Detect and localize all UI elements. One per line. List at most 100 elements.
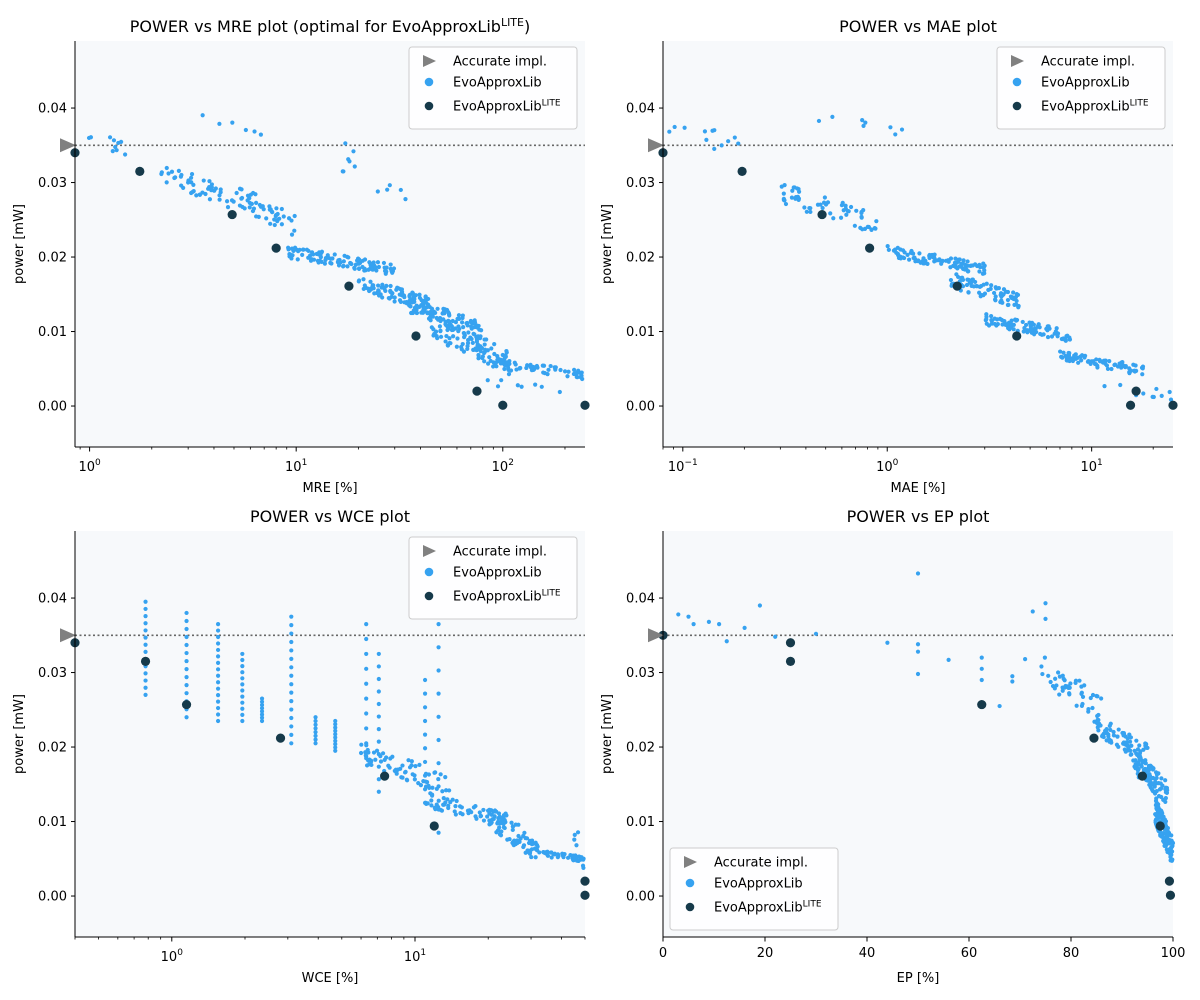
evo-point xyxy=(1154,796,1159,801)
x-tick-label: 40 xyxy=(859,946,876,961)
evo-point xyxy=(380,282,385,287)
evo-point xyxy=(111,138,117,143)
evo-point xyxy=(476,356,481,361)
evo-point xyxy=(240,688,245,693)
evo-point xyxy=(186,178,191,183)
evo-point xyxy=(489,346,494,351)
evo-point xyxy=(1014,298,1019,304)
evo-point xyxy=(333,722,338,727)
evo-point xyxy=(257,202,262,208)
lite-point xyxy=(275,733,286,743)
evo-point xyxy=(200,113,205,118)
evo-point xyxy=(309,257,314,262)
evo-point xyxy=(201,178,206,183)
evo-point xyxy=(915,571,921,576)
evo-point xyxy=(482,337,487,342)
evo-point xyxy=(376,714,381,719)
evo-point xyxy=(937,257,942,262)
evo-point xyxy=(318,255,323,260)
evo-point xyxy=(486,361,491,366)
evo-point xyxy=(1108,727,1113,733)
evo-point xyxy=(1074,703,1079,708)
x-tick-label: 0 xyxy=(659,946,667,961)
evo-point xyxy=(580,857,585,862)
evo-point xyxy=(1133,758,1138,763)
evo-point xyxy=(289,724,294,729)
evo-point xyxy=(107,135,113,140)
evo-point xyxy=(1088,695,1093,701)
evo-point xyxy=(959,261,964,266)
evo-point xyxy=(268,221,273,226)
evo-point xyxy=(454,344,459,349)
evo-point xyxy=(364,636,369,642)
evo-point xyxy=(240,676,245,681)
evo-point xyxy=(1063,353,1068,359)
evo-point xyxy=(258,132,264,137)
evo-point xyxy=(1102,384,1107,389)
evo-point xyxy=(757,603,763,608)
evo-point xyxy=(143,606,148,612)
evo-point xyxy=(143,678,148,683)
lite-point xyxy=(977,699,987,710)
evo-point xyxy=(215,699,221,704)
evo-point xyxy=(409,759,414,764)
legend-accurate-marker xyxy=(423,55,436,67)
evo-point xyxy=(1012,302,1017,307)
legend-accurate-marker xyxy=(423,545,436,557)
evo-point xyxy=(436,668,441,673)
points-layer xyxy=(663,114,1174,402)
evo-point xyxy=(1090,692,1096,698)
evo-point xyxy=(447,788,452,793)
evo-point xyxy=(426,772,432,777)
evo-point xyxy=(732,135,737,140)
evo-point xyxy=(1168,397,1174,402)
x-tick-label: 100 xyxy=(78,458,101,475)
evo-point xyxy=(1111,733,1117,738)
evo-point xyxy=(259,706,265,711)
evo-point xyxy=(376,264,382,270)
evo-point xyxy=(548,363,553,369)
evo-point xyxy=(963,262,968,267)
evo-point xyxy=(477,336,483,341)
evo-point xyxy=(240,682,245,687)
evo-point xyxy=(234,190,239,196)
evo-point xyxy=(773,634,778,639)
evo-point xyxy=(1024,322,1029,328)
chart-title: POWER vs EP plot xyxy=(847,507,990,526)
evo-point xyxy=(873,226,878,231)
evo-point xyxy=(422,691,428,696)
evo-point xyxy=(259,709,265,714)
evo-point xyxy=(552,851,557,856)
evo-point xyxy=(386,763,391,768)
evo-point xyxy=(704,137,709,143)
evo-point xyxy=(200,190,205,195)
evo-point xyxy=(1170,857,1175,862)
evo-point xyxy=(436,714,441,719)
evo-point xyxy=(494,830,499,835)
evo-point xyxy=(960,284,966,289)
evo-point xyxy=(436,776,441,782)
evo-point xyxy=(1065,333,1070,338)
evo-point xyxy=(443,800,448,805)
evo-point xyxy=(1133,764,1139,769)
evo-point xyxy=(417,762,422,767)
evo-point xyxy=(1127,366,1132,371)
evo-point xyxy=(184,626,189,632)
evo-point xyxy=(434,333,439,339)
evo-point xyxy=(516,822,521,827)
evo-point xyxy=(376,651,381,657)
evo-point xyxy=(382,285,387,291)
y-tick-label: 0.00 xyxy=(38,890,67,905)
evo-point xyxy=(966,277,971,283)
evo-point xyxy=(430,785,435,790)
evo-point xyxy=(1127,739,1133,744)
evo-point xyxy=(184,715,189,720)
evo-point xyxy=(793,195,799,200)
evo-point xyxy=(1107,359,1112,364)
evo-point xyxy=(1050,683,1056,689)
evo-point xyxy=(519,384,524,389)
evo-point xyxy=(909,248,914,254)
evo-point xyxy=(1163,799,1168,805)
evo-point xyxy=(974,284,979,289)
evo-point xyxy=(422,759,428,765)
